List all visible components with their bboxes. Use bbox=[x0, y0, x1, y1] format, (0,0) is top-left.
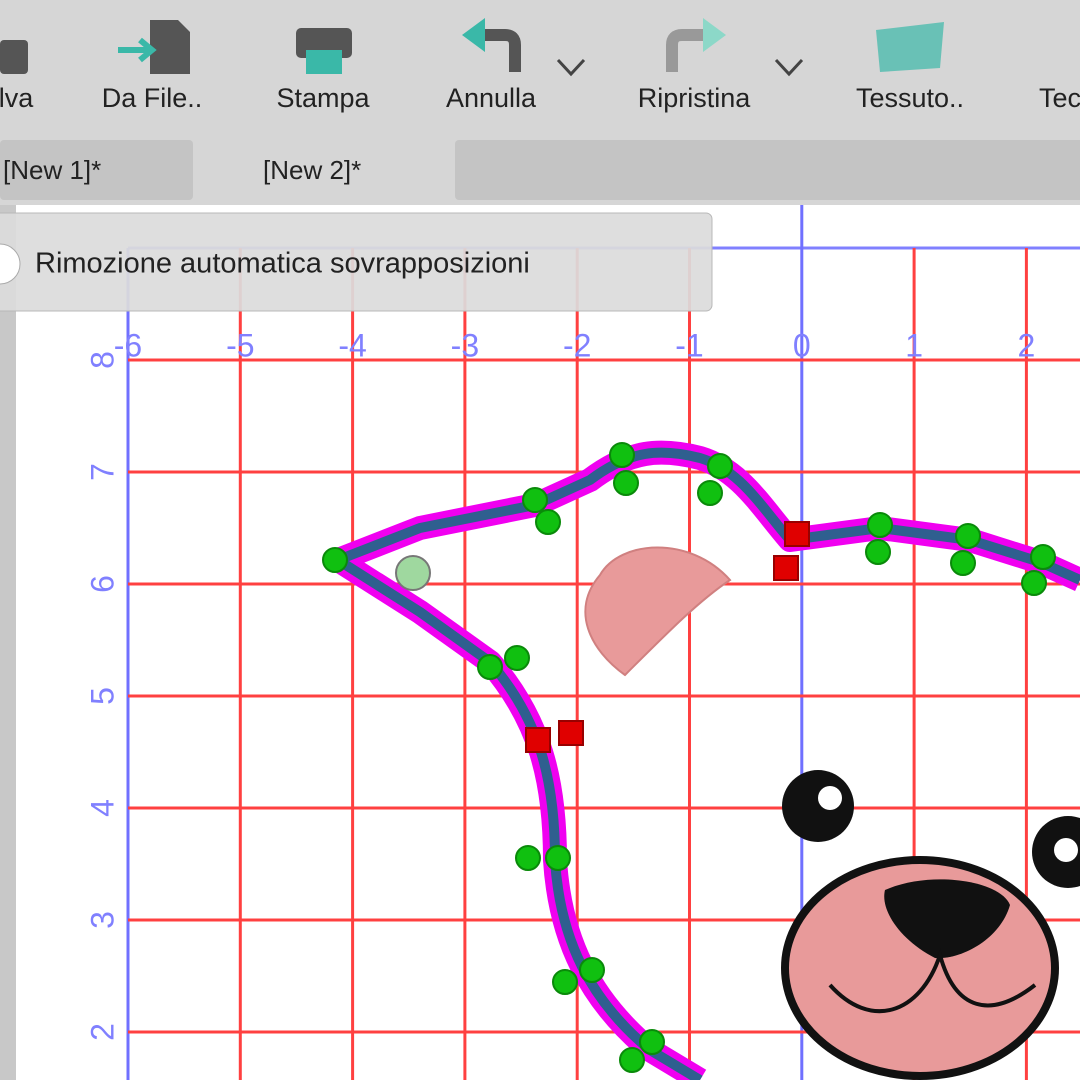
corner-node bbox=[526, 728, 550, 752]
corner-node bbox=[559, 721, 583, 745]
node bbox=[951, 551, 975, 575]
icon-save bbox=[0, 40, 28, 74]
toolbar-button[interactable]: Stampa bbox=[276, 83, 370, 113]
node bbox=[553, 970, 577, 994]
node bbox=[505, 646, 529, 670]
node bbox=[546, 846, 570, 870]
node bbox=[620, 1048, 644, 1072]
ruler-x-label: -2 bbox=[563, 327, 591, 363]
ruler-y-label: 8 bbox=[84, 351, 120, 369]
node bbox=[536, 510, 560, 534]
eye-shine bbox=[1054, 838, 1078, 862]
ruler-x-label: 2 bbox=[1018, 327, 1036, 363]
node bbox=[614, 471, 638, 495]
node bbox=[610, 443, 634, 467]
ruler-x-label: -5 bbox=[226, 327, 254, 363]
node bbox=[323, 548, 347, 572]
node bbox=[1022, 571, 1046, 595]
ruler-y-label: 2 bbox=[84, 1023, 120, 1041]
tab-bar-empty bbox=[455, 140, 1080, 200]
popup-label[interactable]: Rimozione automatica sovrapposizioni bbox=[35, 248, 530, 280]
node bbox=[866, 540, 890, 564]
icon-file bbox=[150, 20, 190, 74]
ruler-x-label: -4 bbox=[338, 327, 366, 363]
eye-shine bbox=[818, 786, 842, 810]
node bbox=[640, 1030, 664, 1054]
corner-node bbox=[774, 556, 798, 580]
node bbox=[956, 524, 980, 548]
node bbox=[868, 513, 892, 537]
toolbar-button[interactable]: Da File.. bbox=[102, 83, 203, 113]
toolbar-button[interactable]: Tec bbox=[1039, 83, 1080, 113]
node bbox=[580, 958, 604, 982]
ruler-y-label: 7 bbox=[84, 463, 120, 481]
ruler-x-label: -3 bbox=[451, 327, 479, 363]
eye bbox=[782, 770, 854, 842]
anchor bbox=[396, 556, 430, 590]
ruler-x-label: 1 bbox=[905, 327, 923, 363]
ruler-x-label: 0 bbox=[793, 327, 811, 363]
toolbar-button[interactable]: lva bbox=[0, 83, 34, 113]
node bbox=[708, 454, 732, 478]
ruler-y-label: 6 bbox=[84, 575, 120, 593]
node bbox=[1031, 545, 1055, 569]
left-bar bbox=[0, 205, 16, 1080]
toolbar-button[interactable]: Ripristina bbox=[638, 83, 752, 113]
toolbar-button[interactable]: Annulla bbox=[446, 83, 537, 113]
node bbox=[516, 846, 540, 870]
ruler-x-label: -1 bbox=[675, 327, 703, 363]
icon-print-paper bbox=[306, 50, 342, 74]
ruler-y-label: 3 bbox=[84, 911, 120, 929]
ruler-y-label: 5 bbox=[84, 687, 120, 705]
icon-fabric bbox=[876, 22, 944, 72]
ruler-y-label: 4 bbox=[84, 799, 120, 817]
node bbox=[478, 655, 502, 679]
tab[interactable]: [New 2]* bbox=[263, 155, 361, 185]
corner-node bbox=[785, 522, 809, 546]
node bbox=[523, 488, 547, 512]
toolbar-button[interactable]: Tessuto.. bbox=[856, 83, 964, 113]
node bbox=[698, 481, 722, 505]
tab[interactable]: [New 1]* bbox=[3, 155, 101, 185]
